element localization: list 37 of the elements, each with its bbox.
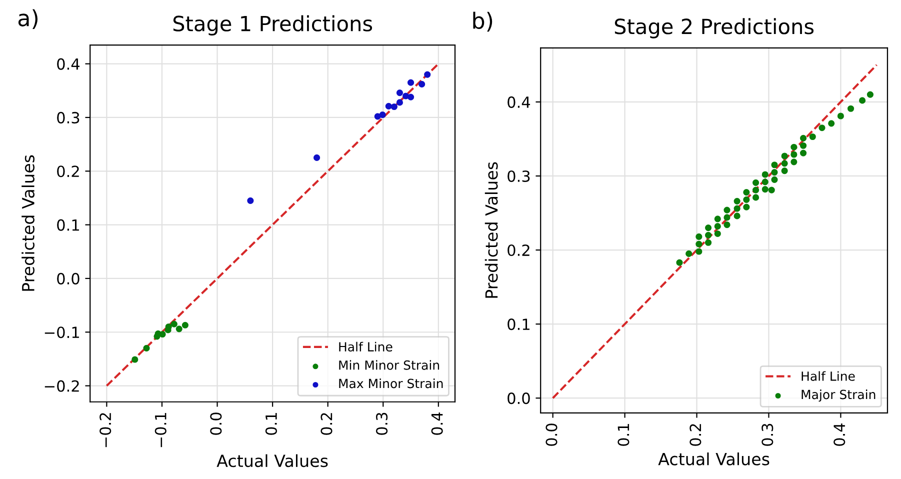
legend-label: Major Strain <box>802 390 876 402</box>
x-tick-label: 0.2 <box>320 413 332 435</box>
x-tick-label: 0.2 <box>690 424 702 446</box>
x-tick-label: 0.3 <box>762 424 774 446</box>
y-tick-label: 0.2 <box>508 244 530 256</box>
x-tick-label: 0.1 <box>265 413 277 435</box>
x-axis-title: Actual Values <box>216 454 328 468</box>
legend-label: Half Line <box>339 342 392 352</box>
x-tick-label: 0.4 <box>834 423 846 446</box>
y-tick-label: 0.0 <box>508 392 530 404</box>
x-tick-label: 0.1 <box>618 424 630 446</box>
x-tick-label: 0.0 <box>546 424 558 446</box>
y-tick-label: 0.2 <box>57 166 79 178</box>
y-tick-label: 0.1 <box>508 318 530 330</box>
x-axis-title: Actual Values <box>658 452 770 466</box>
x-tick-label: 0.4 <box>431 412 443 435</box>
legend-label: Half Line <box>802 371 855 381</box>
y-axis-title: Predicted Values <box>484 162 498 298</box>
chart-title: Stage 1 Predictions <box>173 15 372 36</box>
y-axis-title: Predicted Values <box>22 155 34 291</box>
y-tick-label: 0.4 <box>57 58 80 70</box>
text: b) <box>473 12 492 32</box>
y-tick-label: 0.4 <box>508 96 530 108</box>
y-tick-label: 0.3 <box>508 170 530 182</box>
text: a) <box>18 9 38 30</box>
x-tick-label: 0.3 <box>376 412 388 435</box>
legend-label: Min Minor Strain <box>339 360 440 370</box>
x-tick-label: −0.2 <box>100 413 112 448</box>
y-tick-label: −0.2 <box>44 380 79 392</box>
chart-title: Stage 2 Predictions <box>614 18 814 38</box>
x-tick-label: 0.0 <box>210 412 222 435</box>
y-tick-label: 0.3 <box>57 112 80 124</box>
x-tick-label: −0.1 <box>154 413 166 448</box>
y-tick-label: 0.1 <box>57 219 79 231</box>
legend-label: Max Minor Strain <box>339 378 443 388</box>
y-tick-label: −0.1 <box>44 326 79 338</box>
y-tick-label: 0.0 <box>57 272 80 284</box>
